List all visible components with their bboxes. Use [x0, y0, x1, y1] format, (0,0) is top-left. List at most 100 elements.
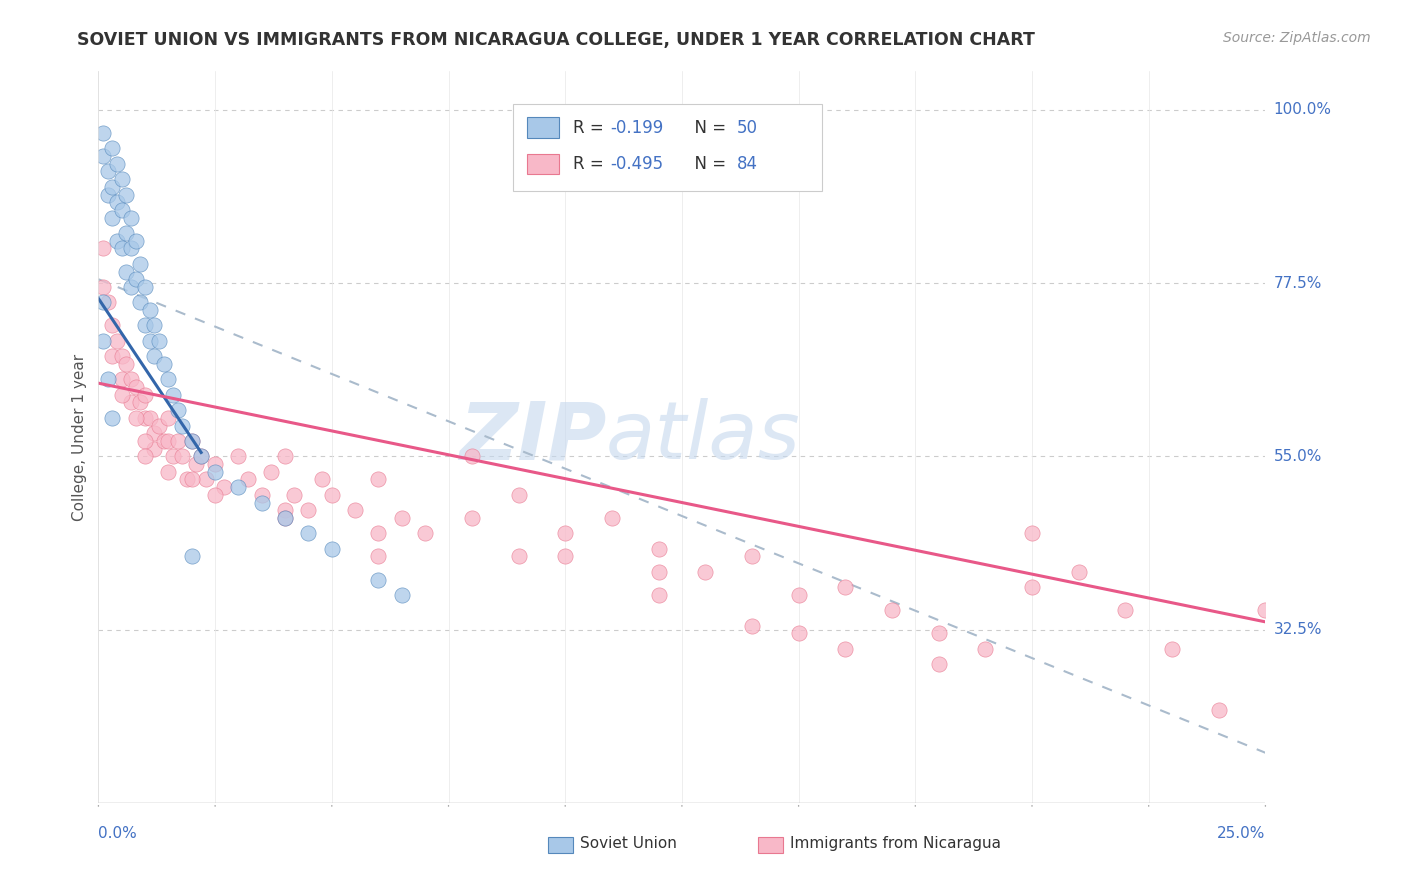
Point: [228, 480, 250, 494]
Point: [111, 388, 134, 402]
Point: [120, 242, 142, 256]
Point: [204, 488, 226, 502]
Text: 84: 84: [737, 155, 758, 173]
Point: [647, 588, 669, 602]
Bar: [758, 838, 783, 854]
Point: [1254, 603, 1277, 617]
Point: [115, 187, 138, 202]
Text: SOVIET UNION VS IMMIGRANTS FROM NICARAGUA COLLEGE, UNDER 1 YEAR CORRELATION CHAR: SOVIET UNION VS IMMIGRANTS FROM NICARAGU…: [77, 31, 1035, 49]
Point: [134, 434, 156, 448]
Point: [194, 472, 217, 486]
Point: [129, 295, 152, 310]
Point: [152, 434, 174, 448]
Point: [180, 549, 202, 564]
Point: [204, 465, 226, 479]
Point: [321, 541, 343, 556]
Point: [461, 511, 484, 525]
Text: 77.5%: 77.5%: [1274, 276, 1322, 291]
Point: [190, 450, 212, 464]
Point: [311, 472, 333, 486]
Text: N =: N =: [685, 155, 731, 173]
Point: [1067, 565, 1090, 579]
Text: Source: ZipAtlas.com: Source: ZipAtlas.com: [1223, 31, 1371, 45]
Point: [101, 318, 124, 333]
Point: [139, 334, 162, 348]
Point: [204, 457, 226, 471]
Point: [101, 211, 124, 225]
FancyBboxPatch shape: [513, 104, 823, 191]
Point: [186, 457, 208, 471]
Point: [367, 549, 389, 564]
Point: [162, 450, 184, 464]
Point: [274, 450, 297, 464]
Point: [148, 418, 170, 433]
Point: [139, 303, 162, 318]
Point: [120, 395, 142, 409]
Point: [928, 626, 950, 640]
Point: [367, 472, 389, 486]
Text: Immigrants from Nicaragua: Immigrants from Nicaragua: [790, 836, 1001, 851]
Point: [880, 603, 903, 617]
Point: [250, 488, 273, 502]
Point: [461, 450, 484, 464]
Point: [157, 434, 180, 448]
Point: [172, 450, 194, 464]
Point: [834, 641, 856, 656]
Point: [274, 511, 297, 525]
Point: [1208, 703, 1230, 717]
Point: [214, 480, 236, 494]
Point: [647, 565, 669, 579]
Point: [125, 234, 148, 248]
Text: R =: R =: [574, 119, 609, 136]
Point: [101, 141, 124, 155]
Point: [176, 472, 198, 486]
Point: [274, 503, 297, 517]
Point: [91, 334, 114, 348]
Point: [125, 272, 148, 286]
Point: [508, 549, 530, 564]
Point: [101, 349, 124, 363]
Point: [111, 372, 134, 386]
Point: [166, 403, 188, 417]
Point: [97, 164, 120, 178]
Point: [134, 450, 156, 464]
Point: [134, 318, 156, 333]
Point: [152, 357, 174, 371]
Text: Soviet Union: Soviet Union: [581, 836, 678, 851]
Point: [134, 280, 156, 294]
Point: [321, 488, 343, 502]
Point: [274, 511, 297, 525]
Point: [101, 410, 124, 425]
Point: [105, 334, 128, 348]
Text: 0.0%: 0.0%: [98, 826, 138, 841]
Point: [180, 472, 202, 486]
Point: [134, 410, 156, 425]
Point: [111, 349, 134, 363]
Point: [647, 541, 669, 556]
Point: [413, 526, 436, 541]
Text: N =: N =: [685, 119, 731, 136]
Point: [91, 126, 114, 140]
Point: [157, 465, 180, 479]
Point: [97, 372, 120, 386]
Point: [139, 410, 162, 425]
Point: [101, 179, 124, 194]
Point: [134, 388, 156, 402]
Text: -0.199: -0.199: [610, 119, 664, 136]
Point: [97, 295, 120, 310]
Point: [180, 434, 202, 448]
Point: [250, 495, 273, 509]
Point: [105, 157, 128, 171]
Point: [157, 410, 180, 425]
Point: [297, 526, 319, 541]
Point: [105, 195, 128, 210]
Point: [367, 526, 389, 541]
Point: [236, 472, 259, 486]
Point: [1021, 580, 1043, 594]
Point: [741, 549, 763, 564]
Text: 55.0%: 55.0%: [1274, 449, 1322, 464]
Text: atlas: atlas: [606, 398, 801, 476]
Point: [143, 442, 166, 456]
Point: [120, 280, 142, 294]
Text: 50: 50: [737, 119, 758, 136]
